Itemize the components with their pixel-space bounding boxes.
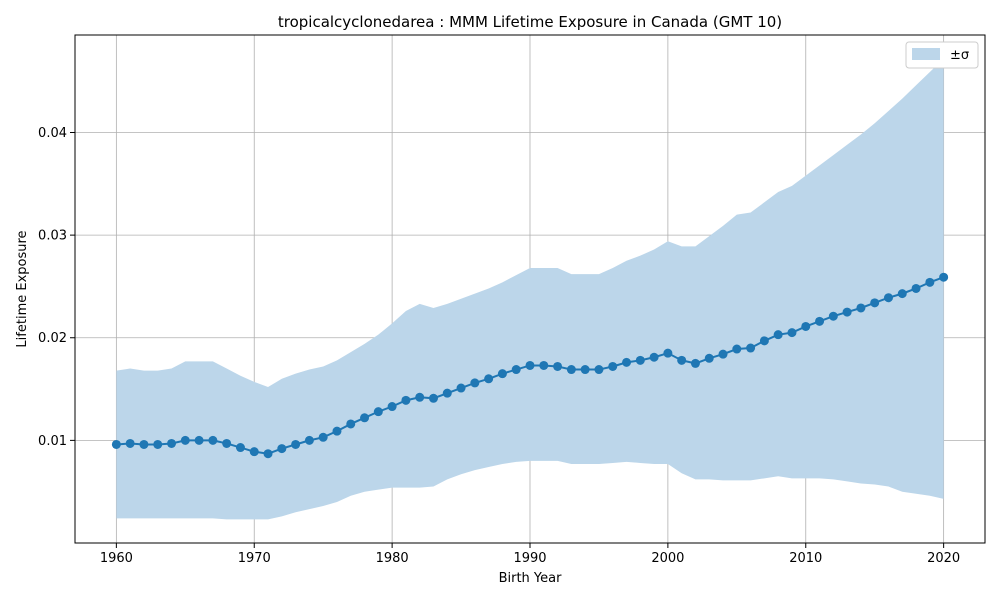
data-point <box>249 447 259 457</box>
data-point <box>566 365 576 375</box>
data-point <box>815 316 825 326</box>
data-point <box>622 357 632 367</box>
data-point <box>208 435 218 445</box>
data-point <box>939 272 949 282</box>
data-point <box>828 311 838 321</box>
data-point <box>787 328 797 338</box>
data-point <box>759 336 769 346</box>
std-band <box>116 58 944 520</box>
data-point <box>773 330 783 340</box>
data-point <box>111 439 121 449</box>
data-point <box>125 438 135 448</box>
data-point <box>291 439 301 449</box>
data-point <box>167 438 177 448</box>
y-axis-label: Lifetime Exposure <box>15 230 30 347</box>
data-point <box>415 392 425 402</box>
data-point <box>746 343 756 353</box>
data-point <box>897 289 907 299</box>
data-point <box>690 358 700 368</box>
data-point <box>304 435 314 445</box>
x-tick-label: 1990 <box>513 551 546 566</box>
x-tick-label: 2000 <box>651 551 684 566</box>
data-point <box>401 395 411 405</box>
chart-title: tropicalcyclonedarea : MMM Lifetime Expo… <box>278 13 782 31</box>
data-point <box>594 365 604 375</box>
data-point <box>539 360 549 370</box>
data-point <box>649 352 659 362</box>
data-point <box>346 419 356 429</box>
data-point <box>235 443 245 453</box>
x-tick-label: 1970 <box>238 551 271 566</box>
data-point <box>801 321 811 331</box>
x-tick-label: 2010 <box>789 551 822 566</box>
x-tick-label: 1980 <box>376 551 409 566</box>
data-point <box>387 402 397 412</box>
legend-label-band: ±σ <box>950 48 969 63</box>
data-point <box>856 303 866 313</box>
data-point <box>428 393 438 403</box>
points-layer <box>111 272 949 459</box>
data-point <box>180 435 190 445</box>
data-point <box>677 355 687 365</box>
y-tick-label: 0.02 <box>38 331 67 346</box>
data-point <box>222 438 232 448</box>
data-point <box>525 360 535 370</box>
data-point <box>608 361 618 371</box>
data-point <box>373 407 383 417</box>
data-point <box>484 374 494 384</box>
data-point <box>911 283 921 293</box>
data-point <box>635 355 645 365</box>
data-point <box>360 413 370 423</box>
x-axis-label: Birth Year <box>499 571 563 586</box>
data-point <box>842 307 852 317</box>
data-point <box>263 449 273 459</box>
legend: ±σ <box>905 41 979 69</box>
data-point <box>194 435 204 445</box>
data-point <box>442 388 452 398</box>
data-point <box>732 344 742 354</box>
data-point <box>553 361 563 371</box>
data-point <box>456 383 466 393</box>
data-point <box>497 369 507 379</box>
legend-swatch-band <box>912 48 940 60</box>
x-axis: 1960 1970 1980 1990 2000 2010 2020 <box>100 543 960 566</box>
data-point <box>870 298 880 308</box>
data-point <box>511 365 521 375</box>
data-point <box>277 444 287 454</box>
y-axis: 0.01 0.02 0.03 0.04 <box>38 126 75 449</box>
data-point <box>580 365 590 375</box>
data-point <box>470 378 480 388</box>
y-tick-label: 0.03 <box>38 229 67 244</box>
data-point <box>318 432 328 442</box>
data-point <box>883 293 893 303</box>
x-tick-label: 2020 <box>927 551 960 566</box>
data-point <box>139 439 149 449</box>
data-point <box>332 426 342 436</box>
y-tick-label: 0.04 <box>38 126 67 141</box>
data-point <box>718 349 728 359</box>
band-layer <box>116 58 944 520</box>
data-point <box>925 277 935 287</box>
data-point <box>153 439 163 449</box>
y-tick-label: 0.01 <box>38 434 67 449</box>
x-tick-label: 1960 <box>100 551 133 566</box>
data-point <box>663 348 673 358</box>
data-point <box>704 353 714 363</box>
